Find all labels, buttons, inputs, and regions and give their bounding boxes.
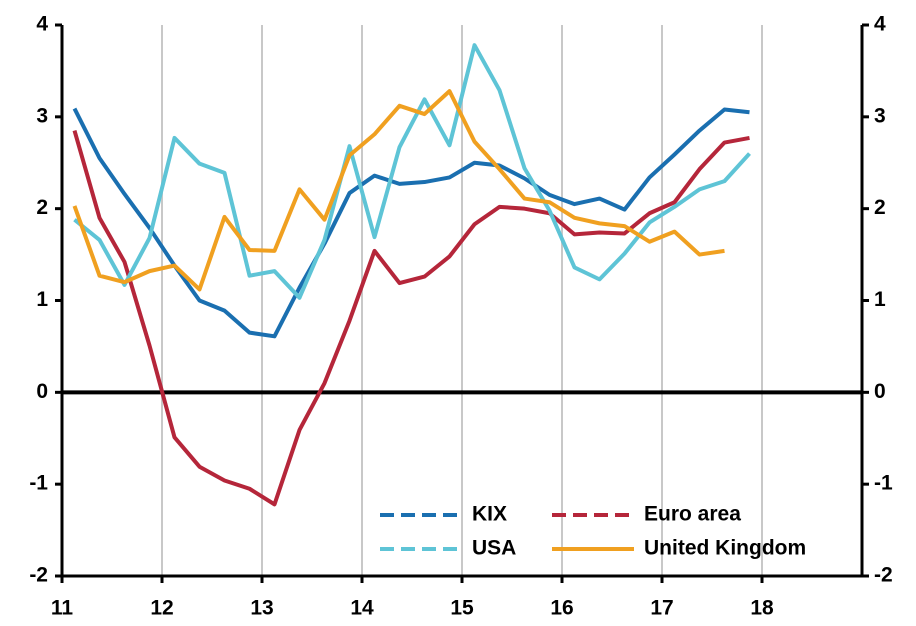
legend-label: KIX <box>472 503 507 526</box>
x-tick-label: 15 <box>450 597 474 620</box>
x-tick-label: 18 <box>750 597 774 620</box>
y-tick-label: 3 <box>36 104 48 127</box>
y-tick-label: 1 <box>36 288 48 311</box>
x-tick-label: 12 <box>150 597 173 620</box>
y-tick-label: -2 <box>29 564 48 587</box>
y-tick-label: -1 <box>29 472 48 495</box>
x-tick-label: 16 <box>550 597 573 620</box>
legend-label: United Kingdom <box>644 537 806 560</box>
legend-label: Euro area <box>644 503 741 526</box>
x-tick-label: 11 <box>51 597 74 620</box>
series-line <box>72 107 750 339</box>
y-tick-label: 0 <box>36 380 48 403</box>
y-tick-label: 4 <box>36 13 48 36</box>
legend-label: USA <box>472 537 516 560</box>
y2-tick-label: 1 <box>874 288 886 311</box>
y-tick-label: 2 <box>36 196 48 219</box>
series-line <box>72 130 750 507</box>
y2-tick-label: 0 <box>874 380 886 403</box>
y2-tick-label: -2 <box>874 564 893 587</box>
y2-tick-label: 2 <box>874 196 886 219</box>
y2-tick-label: -1 <box>874 472 893 495</box>
y2-tick-label: 4 <box>874 13 886 36</box>
y2-tick-label: 3 <box>874 104 886 127</box>
x-tick-label: 13 <box>250 597 273 620</box>
x-tick-label: 14 <box>350 597 374 620</box>
series-line <box>73 43 751 300</box>
x-tick-label: 17 <box>650 597 673 620</box>
series-line <box>72 89 725 292</box>
